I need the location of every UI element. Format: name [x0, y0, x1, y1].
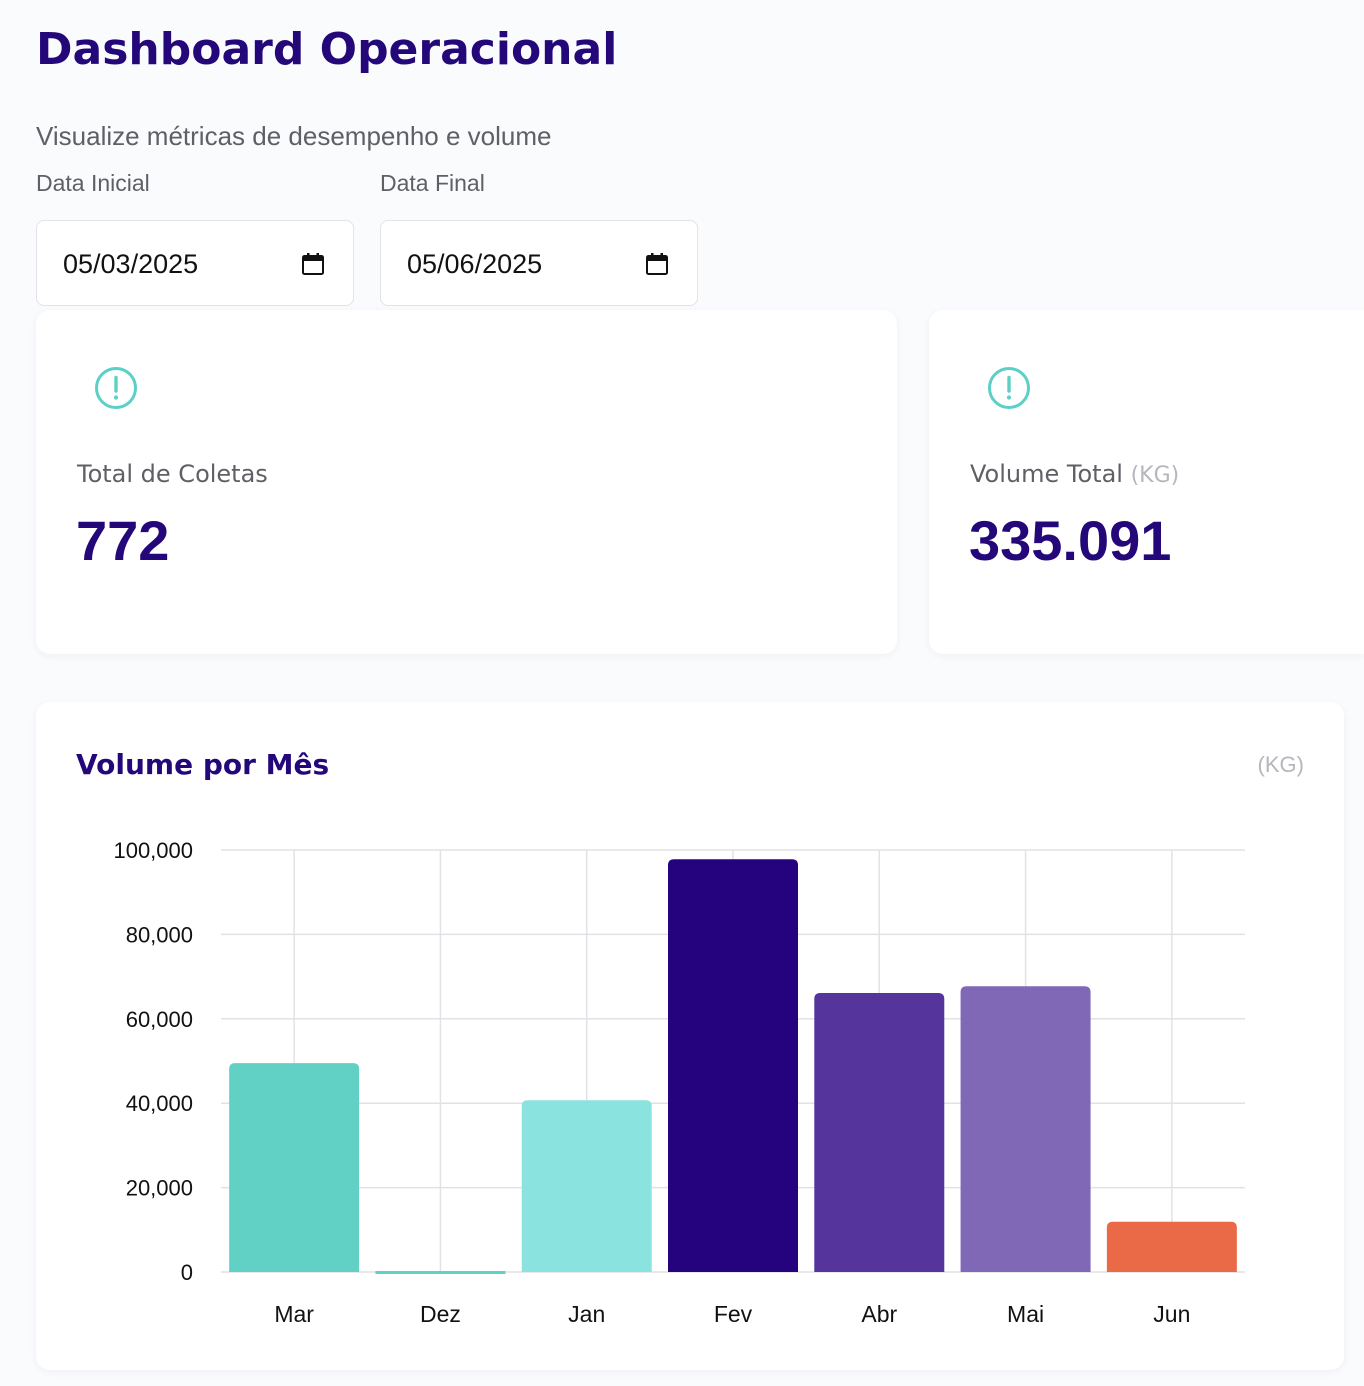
volume-bar-chart: 0 20,000 40,000 60,000 80,000 100,000 Mar Dez Ja…	[113, 838, 1245, 1327]
bar-mai	[960, 986, 1091, 1272]
calendar-icon[interactable]	[301, 252, 325, 276]
x-tick-label: Jan	[568, 1301, 605, 1327]
y-tick-label: 100,000	[113, 838, 193, 863]
end-date-value: 05/06/2025	[407, 249, 543, 279]
stat-card-label-text: Total de Coletas	[77, 460, 268, 488]
start-date-label: Data Inicial	[36, 170, 150, 196]
bar-abr	[814, 993, 945, 1272]
y-tick-label: 60,000	[126, 1007, 193, 1032]
chart-unit-label: (KG)	[1257, 752, 1304, 777]
stat-card-value: 772	[76, 509, 170, 572]
bar-dez	[375, 1271, 506, 1274]
stat-card-label: Volume Total (KG)	[970, 460, 1179, 488]
alert-circle-icon	[988, 367, 1030, 409]
y-tick-label: 20,000	[126, 1176, 193, 1201]
stat-card-value: 335.091	[969, 509, 1172, 572]
bar-jun	[1106, 1221, 1237, 1272]
x-tick-label: Fev	[714, 1301, 753, 1327]
stat-card-label: Total de Coletas	[77, 460, 268, 488]
start-date-input[interactable]: 05/03/2025	[36, 220, 354, 306]
bar-fev	[668, 859, 798, 1272]
stat-card-total-coletas: Total de Coletas 772	[36, 310, 897, 654]
page-subtitle: Visualize métricas de desempenho e volum…	[36, 121, 552, 151]
alert-circle-icon	[95, 367, 137, 409]
page-title: Dashboard Operacional	[36, 24, 618, 75]
stat-card-volume-total: Volume Total (KG) 335.091	[929, 310, 1364, 654]
x-tick-label: Jun	[1153, 1301, 1190, 1327]
stat-card-unit: (KG)	[1130, 463, 1180, 488]
calendar-icon[interactable]	[645, 252, 669, 276]
end-date-input[interactable]: 05/06/2025	[380, 220, 698, 306]
y-tick-label: 80,000	[126, 922, 193, 947]
x-tick-label: Mai	[1007, 1301, 1044, 1327]
x-tick-label: Abr	[861, 1301, 897, 1327]
stat-card-label-text: Volume Total	[970, 460, 1123, 488]
x-tick-label: Mar	[274, 1301, 314, 1327]
end-date-label: Data Final	[380, 170, 485, 196]
bar-jan	[521, 1100, 652, 1272]
y-tick-label: 40,000	[126, 1091, 193, 1116]
x-tick-label: Dez	[420, 1301, 461, 1327]
chart-title: Volume por Mês	[76, 748, 330, 781]
y-tick-label: 0	[181, 1260, 193, 1285]
start-date-value: 05/03/2025	[63, 249, 199, 279]
bar-mar	[229, 1063, 360, 1272]
chart-card: Volume por Mês (KG) 0 20,000 40,000 60,000 8…	[36, 702, 1344, 1370]
